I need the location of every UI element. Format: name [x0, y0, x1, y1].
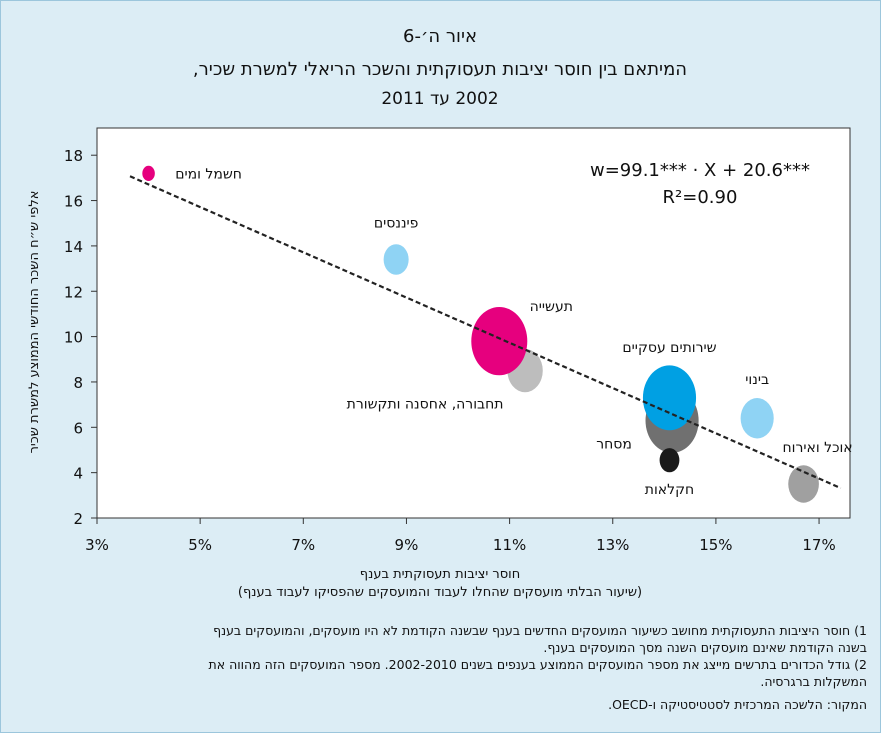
bubble-label: אוכל ואירוח — [783, 440, 853, 456]
equation: w=99.1*** · X + 20.6*** — [590, 160, 810, 181]
bubble-label: מסחר — [596, 437, 632, 453]
y-axis-label: אלפי ש״ח השכר החודשי הממוצע למשרת שכיר — [27, 191, 42, 454]
r-squared: R²=0.90 — [663, 187, 738, 208]
x-tick-label: 17% — [802, 536, 835, 554]
chart-subtitle: 2002 עד 2011 — [381, 89, 498, 109]
x-tick-label: 9% — [395, 536, 419, 554]
y-tick-label: 14 — [64, 238, 83, 256]
y-tick-label: 6 — [73, 419, 83, 437]
bubble-label: תעשייה — [530, 299, 573, 315]
x-tick-label: 7% — [291, 536, 315, 554]
chart-title: איור ה׳-6 — [403, 26, 477, 47]
y-tick-label: 4 — [73, 465, 83, 483]
x-tick-label: 15% — [699, 536, 732, 554]
bubble-label: שירותים עסקיים — [622, 340, 716, 356]
bubble — [788, 465, 819, 503]
bubble — [740, 398, 774, 439]
bubble-label: חקלאות — [645, 482, 694, 498]
y-tick-label: 8 — [73, 374, 83, 392]
x-tick-label: 11% — [493, 536, 526, 554]
x-tick-label: 5% — [188, 536, 212, 554]
x-axis-label: חוסר יציבות תעסוקתית בענף — [360, 567, 520, 582]
chart-subtitle: המיתאם בין חוסר יציבות תעסוקתית והשכר הר… — [193, 59, 687, 80]
bubble — [642, 365, 697, 431]
y-tick-label: 16 — [64, 193, 83, 211]
notes: 1) חוסר היציבות התעסוקתית מחושב כשיעור ה… — [7, 622, 867, 713]
bubble-label: בינוי — [745, 372, 769, 388]
note: המשקלות ברגרסיה. — [760, 674, 867, 689]
y-tick-label: 10 — [64, 329, 83, 347]
x-tick-label: 3% — [85, 536, 109, 554]
plot-area — [96, 127, 851, 519]
bubble — [142, 165, 155, 181]
x-axis-label: (שיעור הבלתי מועסקים שהחלו לעבוד והמועסק… — [238, 585, 642, 600]
note: בשנה הקודמת שאינם מועסקים השנה מסך המועס… — [543, 640, 867, 655]
y-tick-label: 2 — [73, 510, 83, 528]
note: 1) חוסר היציבות התעסוקתית מחושב כשיעור ה… — [213, 623, 867, 638]
bubble-label: פיננסים — [374, 216, 419, 232]
source: המקור: הלשכה המרכזית לסטטיסטיקה ו-OECD. — [608, 697, 867, 712]
note: 2) גודל הכדורים בתרשים מייצג את מספר המו… — [208, 657, 867, 672]
y-tick-label: 18 — [64, 147, 83, 165]
bubble — [471, 306, 528, 376]
bubble — [383, 244, 409, 275]
x-tick-label: 13% — [596, 536, 629, 554]
trend-line — [129, 175, 842, 490]
bubble-label: תחבורה, אחסנה ותקשורת — [347, 397, 504, 413]
bubble — [659, 448, 680, 473]
bubble-label: חשמל ומים — [175, 166, 242, 182]
y-tick-label: 12 — [64, 283, 83, 301]
